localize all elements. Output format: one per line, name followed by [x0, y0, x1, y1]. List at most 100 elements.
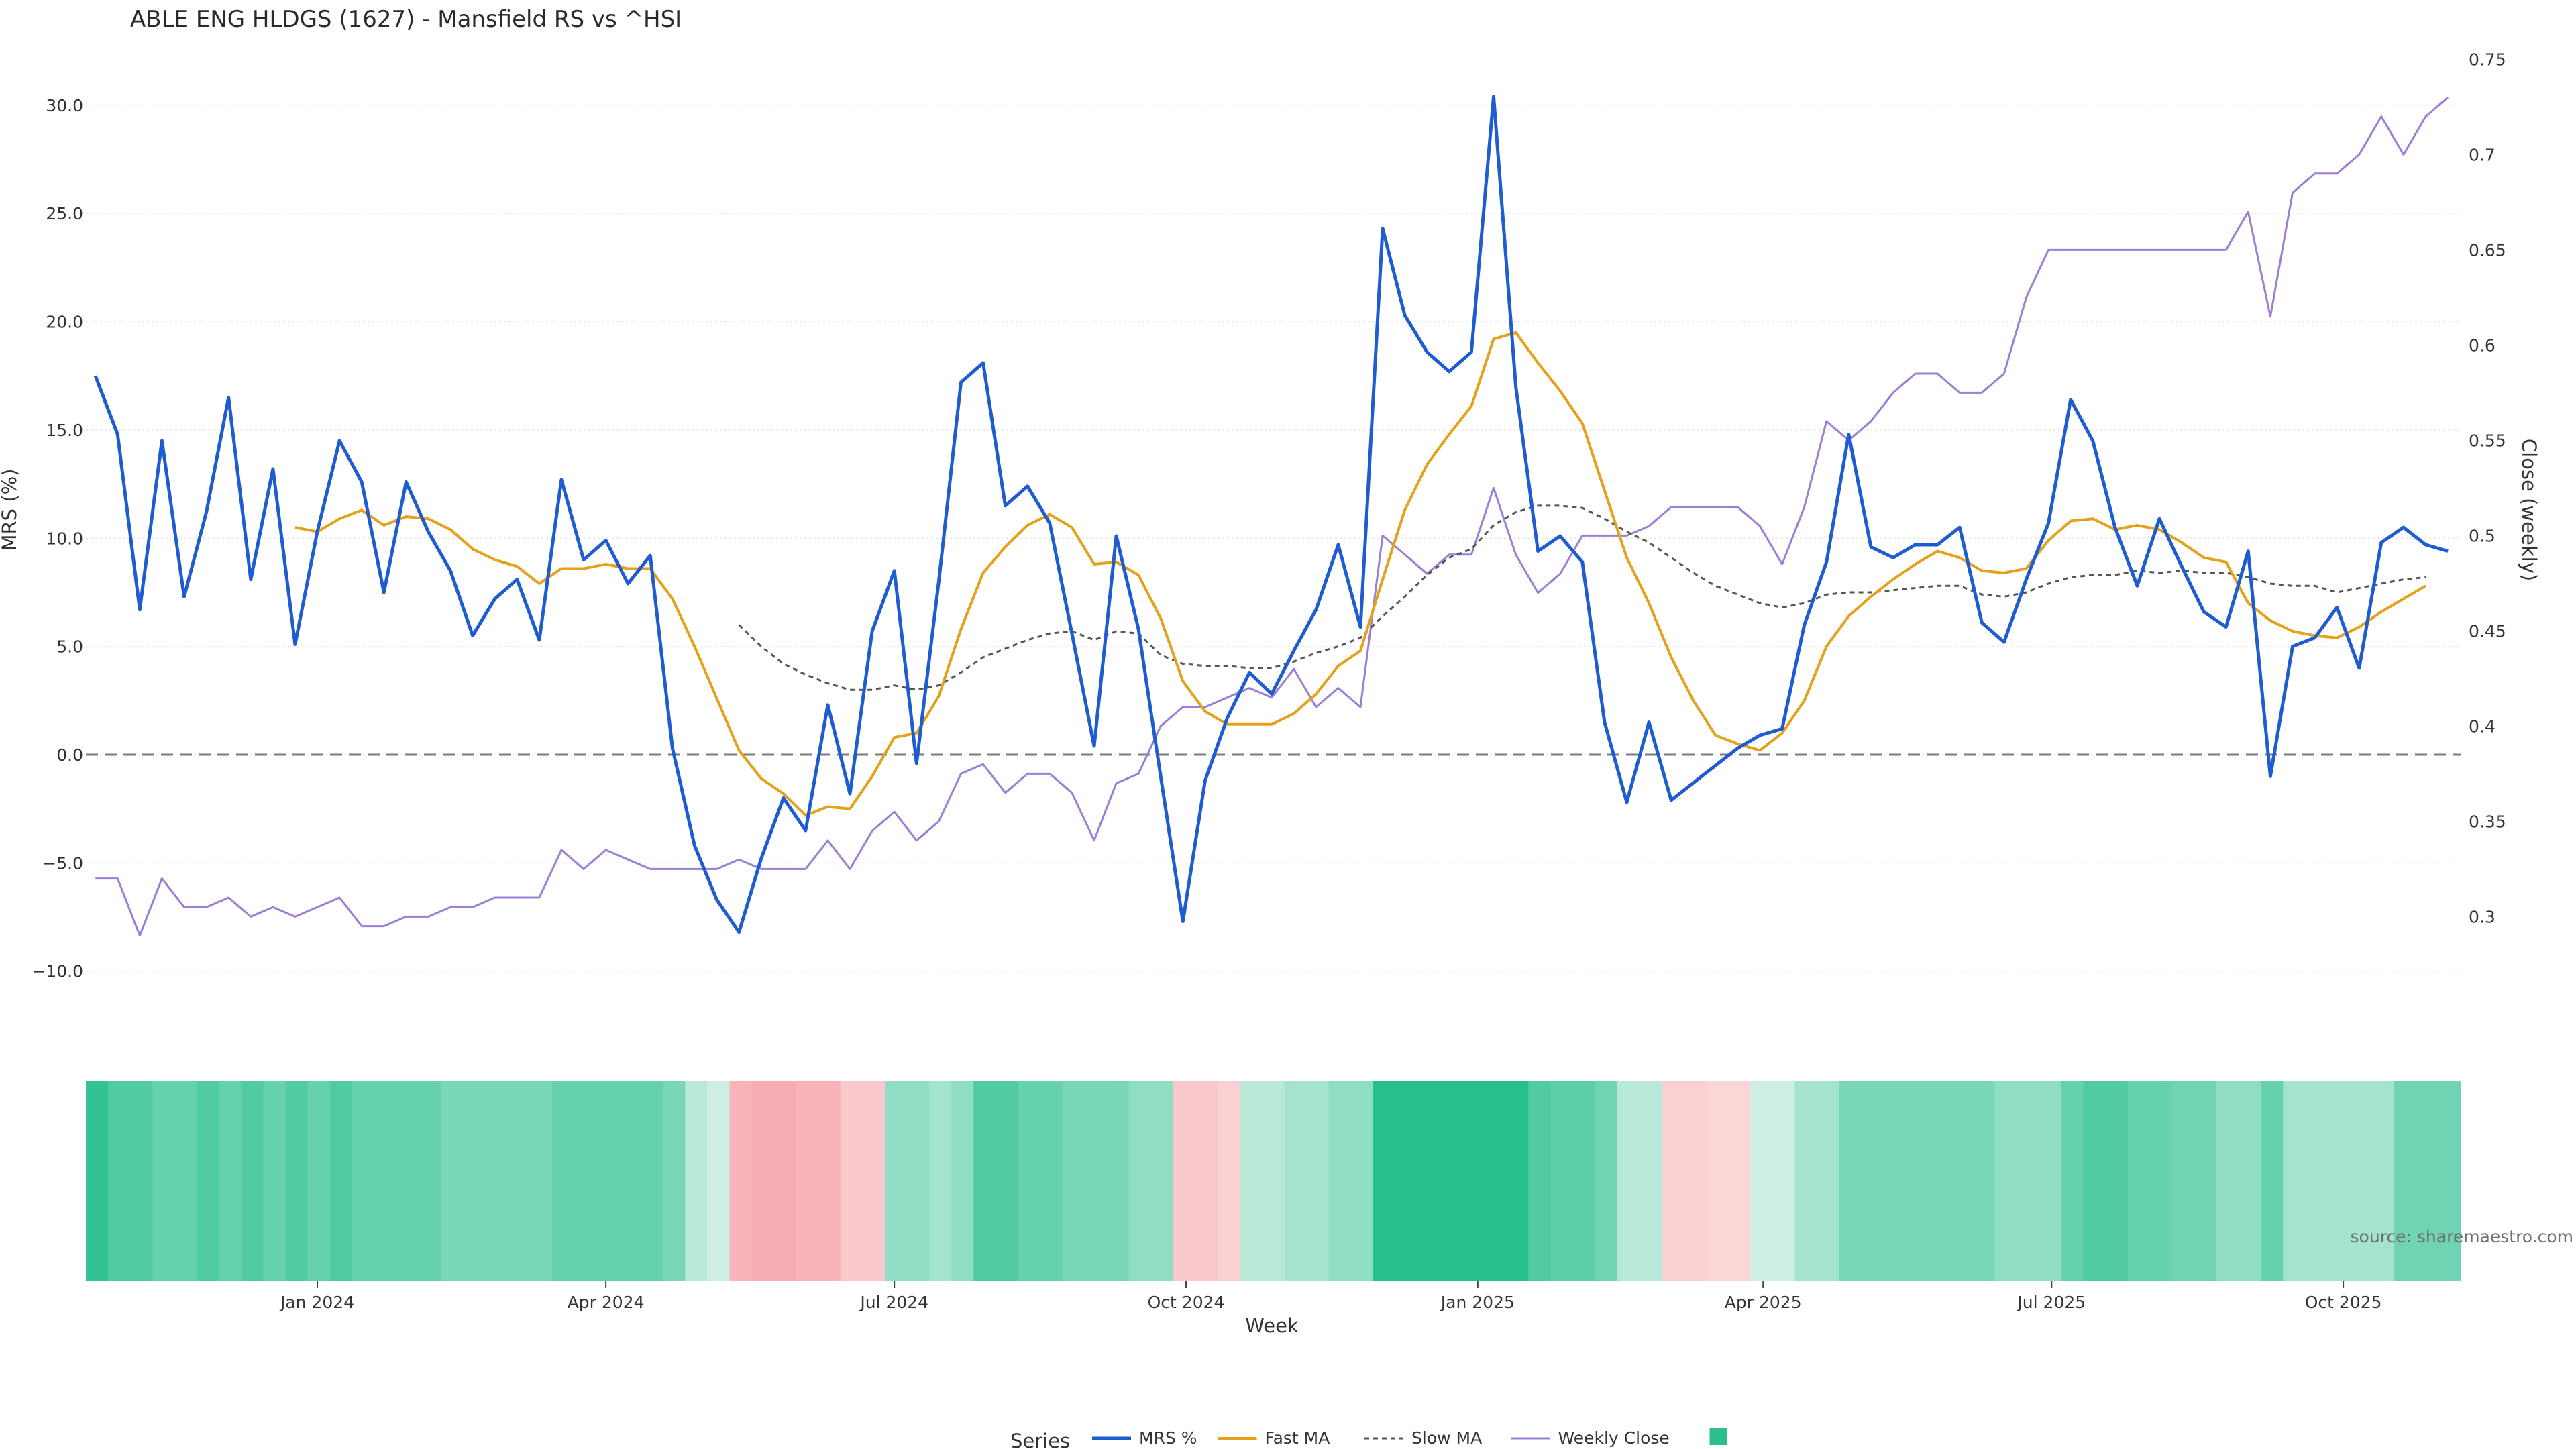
- heat-cell: [1883, 1081, 1907, 1281]
- y2-tick-label: 0.45: [2469, 621, 2506, 641]
- series-weekly-close-line: [95, 97, 2449, 937]
- heat-cell: [2083, 1081, 2106, 1281]
- heat-cell: [1106, 1081, 1130, 1281]
- y2-tick-label: 0.3: [2469, 907, 2496, 926]
- heat-cell: [1306, 1081, 1330, 1281]
- y-tick-label: 5.0: [56, 637, 83, 657]
- heat-cell: [751, 1081, 775, 1281]
- series-layer: [93, 95, 2449, 937]
- heat-cell: [773, 1081, 797, 1281]
- heat-cell: [174, 1081, 198, 1281]
- heat-cell: [1661, 1081, 1684, 1281]
- heat-cell: [197, 1081, 220, 1281]
- heat-cell: [86, 1081, 109, 1281]
- heat-cell: [1617, 1081, 1640, 1281]
- heat-cell: [596, 1081, 619, 1281]
- y-tick-label: −10.0: [32, 962, 83, 981]
- heat-cell: [1794, 1081, 1818, 1281]
- x-tick-label: Apr 2024: [568, 1293, 645, 1312]
- y2-tick-label: 0.5: [2469, 526, 2496, 545]
- y-tick-label: 0.0: [56, 745, 83, 765]
- x-tick-label: Jul 2024: [859, 1293, 928, 1312]
- heat-cell: [1240, 1081, 1263, 1281]
- heat-cell: [307, 1081, 331, 1281]
- heat-cell: [641, 1081, 663, 1281]
- y2-tick-label: 0.4: [2469, 716, 2496, 736]
- legend-label: Fast MA: [1265, 1428, 1330, 1448]
- y-tick-label: 15.0: [46, 421, 83, 440]
- heat-cell: [2105, 1081, 2129, 1281]
- heat-cell: [152, 1081, 175, 1281]
- heat-cell: [1684, 1081, 1707, 1281]
- heat-cell: [2371, 1081, 2395, 1281]
- y2-tick-label: 0.55: [2469, 431, 2506, 450]
- heat-cell: [241, 1081, 264, 1281]
- heat-cell: [285, 1081, 309, 1281]
- heat-cell: [1506, 1081, 1529, 1281]
- legend-label: MRS %: [1139, 1428, 1197, 1448]
- x-tick-label: Oct 2024: [1148, 1293, 1225, 1312]
- heat-cell: [130, 1081, 153, 1281]
- mrs-heat-strip: [86, 1081, 2461, 1281]
- heat-cell: [1728, 1081, 1751, 1281]
- legend-title: Series: [1010, 1430, 1070, 1449]
- heat-cell: [396, 1081, 419, 1281]
- heat-cell: [1572, 1081, 1596, 1281]
- heat-cell: [729, 1081, 753, 1281]
- heat-cell: [818, 1081, 841, 1281]
- heat-cell: [1994, 1081, 2017, 1281]
- heat-cell: [1595, 1081, 1618, 1281]
- series-fast-ma-line: [294, 331, 2427, 817]
- x-axis: Jan 2024 Apr 2024 Jul 2024 Oct 2024 Jan 2025…: [279, 1281, 2382, 1312]
- heat-cell: [1440, 1081, 1462, 1281]
- heat-cell: [1462, 1081, 1485, 1281]
- heat-cell: [1528, 1081, 1552, 1281]
- y-tick-label: 30.0: [46, 96, 83, 115]
- x-tick-label: Jan 2025: [1440, 1293, 1515, 1312]
- heat-cell: [663, 1081, 686, 1281]
- heat-cell: [1128, 1081, 1152, 1281]
- heat-cell: [996, 1081, 1019, 1281]
- y-tick-label: −5.0: [42, 853, 83, 873]
- series-slow-ma-line: [738, 504, 2426, 691]
- y-tick-label: 10.0: [46, 529, 83, 548]
- legend-label: Weekly Close: [1558, 1428, 1670, 1448]
- heat-cell: [2394, 1081, 2417, 1281]
- heat-cell: [1950, 1081, 1973, 1281]
- heat-cell: [1018, 1081, 1041, 1281]
- heat-cell: [619, 1081, 641, 1281]
- heat-cell: [1861, 1081, 1884, 1281]
- heat-cell: [1195, 1081, 1218, 1281]
- heat-cell: [951, 1081, 974, 1281]
- heat-cell: [1062, 1081, 1085, 1281]
- heat-cell: [2061, 1081, 2084, 1281]
- y-tick-label: 20.0: [46, 313, 83, 332]
- heat-cell: [1839, 1081, 1862, 1281]
- heat-cell: [1750, 1081, 1773, 1281]
- heat-cell: [840, 1081, 863, 1281]
- y2-tick-label: 0.35: [2469, 812, 2506, 831]
- y-tick-label: 25.0: [46, 204, 83, 223]
- heat-cell: [1040, 1081, 1063, 1281]
- heat-cell: [329, 1081, 353, 1281]
- heat-cell: [907, 1081, 930, 1281]
- heat-cell: [1084, 1081, 1108, 1281]
- heat-cell: [1905, 1081, 1929, 1281]
- heat-cell: [507, 1081, 531, 1281]
- heat-cell: [263, 1081, 286, 1281]
- heat-cell: [374, 1081, 397, 1281]
- x-tick-label: Jan 2024: [279, 1293, 354, 1312]
- heat-cell: [219, 1081, 242, 1281]
- y-axis-title: MRS (%): [0, 469, 21, 551]
- heat-cell: [1706, 1081, 1729, 1281]
- heat-cell: [441, 1081, 464, 1281]
- y2-tick-label: 0.6: [2469, 335, 2496, 355]
- legend: Series MRS % Fast MA Slow MA Weekly Close: [1010, 1428, 1727, 1449]
- x-tick-label: Jul 2025: [2016, 1293, 2086, 1312]
- heat-cell: [2283, 1081, 2306, 1281]
- y-axis-left: 30.0 25.0 20.0 15.0 10.0 5.0 0.0 −5.0 −10.0: [32, 96, 83, 981]
- x-axis-title: Week: [1245, 1314, 1299, 1337]
- heat-cell: [2305, 1081, 2328, 1281]
- heat-cell: [1218, 1081, 1240, 1281]
